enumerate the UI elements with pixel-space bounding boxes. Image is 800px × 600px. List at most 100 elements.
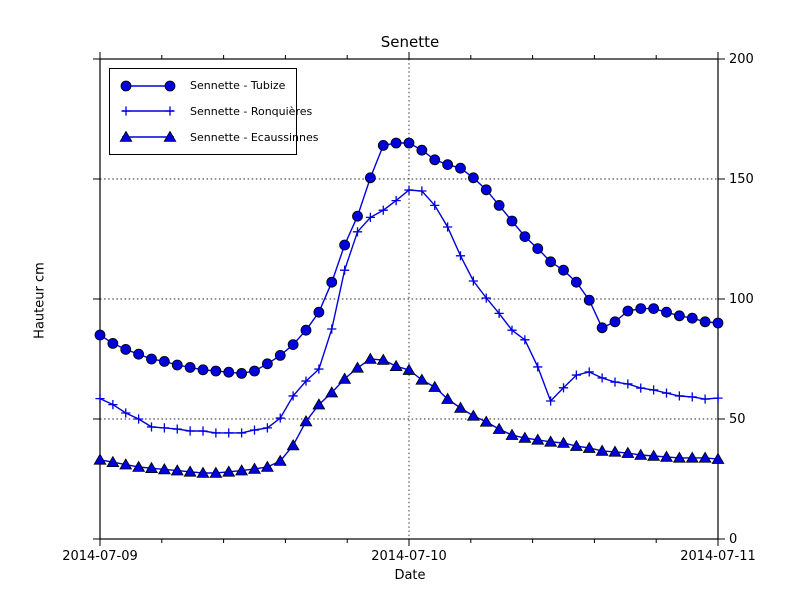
marker-triangle xyxy=(260,460,274,472)
marker-plus xyxy=(610,377,620,387)
marker-triangle xyxy=(621,446,635,458)
marker-plus xyxy=(108,400,118,410)
gridlines xyxy=(100,59,718,539)
marker-circle xyxy=(120,80,132,92)
marker-triangle xyxy=(479,415,493,427)
marker-triangle xyxy=(672,451,686,463)
marker-circle xyxy=(326,276,338,288)
marker-triangle xyxy=(660,450,673,462)
marker-plus xyxy=(558,383,569,393)
marker-circle xyxy=(274,349,286,361)
marker-plus xyxy=(468,276,478,286)
marker-circle xyxy=(429,154,441,166)
marker-triangle xyxy=(505,428,519,440)
marker-plus xyxy=(237,428,247,438)
marker-circle xyxy=(506,215,518,227)
marker-triangle xyxy=(647,449,661,461)
marker-triangle xyxy=(363,352,377,364)
marker-plus xyxy=(352,227,363,237)
marker-circle xyxy=(158,355,170,367)
marker-plus xyxy=(546,396,556,406)
marker-circle xyxy=(635,303,647,315)
marker-triangle xyxy=(376,353,390,365)
marker-plus xyxy=(674,391,684,401)
marker-circle xyxy=(249,365,260,377)
marker-plus xyxy=(661,388,672,398)
marker-circle xyxy=(287,339,299,351)
marker-circle xyxy=(480,184,492,196)
marker-plus xyxy=(430,200,440,210)
legend-glyph-plus-line xyxy=(121,106,175,117)
marker-circle xyxy=(352,210,363,222)
marker-triangle xyxy=(466,409,480,421)
marker-triangle xyxy=(711,452,725,464)
marker-triangle xyxy=(170,464,184,476)
marker-triangle xyxy=(132,460,146,472)
marker-triangle xyxy=(163,130,177,142)
marker-circle xyxy=(493,199,505,211)
marker-triangle xyxy=(183,465,197,477)
legend-item-tubize: Sennette - Tubize xyxy=(116,79,290,93)
marker-triangle xyxy=(106,455,120,467)
legend-item-ronquieres: Sennette - Ronquières xyxy=(116,104,312,118)
marker-plus xyxy=(649,385,659,395)
axis-ticks xyxy=(93,52,725,546)
marker-circle xyxy=(416,144,428,156)
marker-plus xyxy=(687,392,697,402)
legend-glyph-triangle-line xyxy=(119,130,177,142)
marker-triangle xyxy=(518,431,532,443)
y-tick-label: 150 xyxy=(729,172,754,187)
x-tick-label: 2014-07-11 xyxy=(680,549,756,564)
marker-plus xyxy=(211,428,221,438)
series-sennette-ecaussinnes xyxy=(93,352,725,478)
marker-triangle xyxy=(634,448,648,460)
marker-triangle xyxy=(325,386,339,398)
marker-plus xyxy=(700,394,710,404)
marker-plus xyxy=(481,293,491,303)
marker-circle xyxy=(648,303,660,315)
marker-plus xyxy=(584,367,594,377)
marker-plus xyxy=(533,362,543,372)
marker-plus xyxy=(597,373,607,383)
marker-triangle xyxy=(698,451,712,463)
marker-triangle xyxy=(569,439,583,451)
marker-circle xyxy=(94,329,106,341)
marker-circle xyxy=(120,343,132,355)
marker-circle xyxy=(377,139,389,151)
marker-plus xyxy=(494,308,504,318)
marker-circle xyxy=(609,316,621,328)
marker-triangle xyxy=(492,422,506,434)
marker-triangle xyxy=(286,439,300,451)
marker-plus xyxy=(121,408,131,418)
marker-triangle xyxy=(248,462,261,474)
marker-plus xyxy=(571,370,581,380)
y-axis-label: Hauteur cm xyxy=(32,262,48,339)
marker-plus xyxy=(314,364,324,374)
marker-plus xyxy=(95,394,105,404)
marker-plus xyxy=(262,423,272,433)
marker-triangle xyxy=(454,401,467,413)
marker-triangle xyxy=(273,454,287,466)
marker-triangle xyxy=(338,372,352,384)
y-tick-label: 0 xyxy=(729,532,737,547)
marker-triangle xyxy=(402,363,416,375)
marker-circle xyxy=(236,367,248,379)
y-tick-label: 50 xyxy=(729,412,746,427)
marker-circle xyxy=(364,172,376,184)
series-sennette-tubize xyxy=(94,137,724,379)
marker-triangle xyxy=(209,466,223,478)
marker-circle xyxy=(210,365,222,377)
legend-item-ecaussinnes: Sennette - Ecaussinnes xyxy=(116,130,319,144)
marker-plus xyxy=(275,413,285,423)
marker-plus xyxy=(288,391,298,401)
marker-plus xyxy=(165,106,175,117)
marker-plus xyxy=(443,222,453,232)
marker-circle xyxy=(133,348,145,360)
marker-circle xyxy=(164,80,176,92)
marker-triangle xyxy=(415,373,429,385)
marker-triangle xyxy=(441,392,455,404)
marker-triangle xyxy=(557,436,570,448)
legend-label: Sennette - Ronquières xyxy=(190,104,313,118)
marker-plus xyxy=(378,205,388,215)
